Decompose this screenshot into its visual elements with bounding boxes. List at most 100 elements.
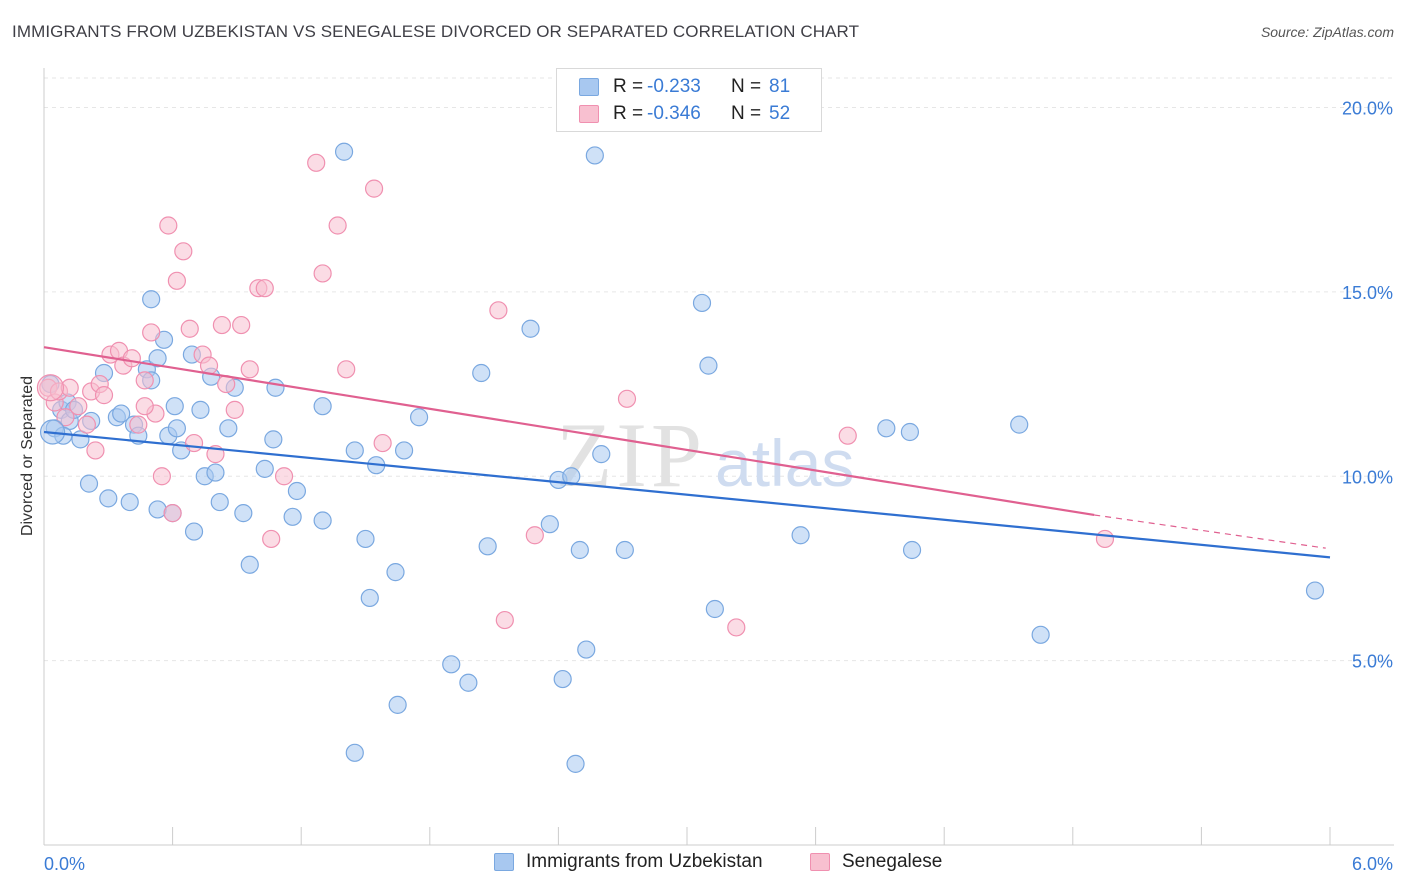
point-senegalese [232,315,251,335]
point-senegalese [255,279,274,298]
trend-line-uzbekistan [43,430,1331,559]
stats-legend: R = -0.233 N = 81 R = -0.346 N = 52 [556,68,822,132]
legend-row-uzbekistan: R = -0.233 N = 81 [579,74,790,100]
point-uzbekistan [540,515,559,534]
point-uzbekistan [592,445,611,464]
watermark-atlas: atlas [715,426,854,500]
y-tick-label: 20.0% [1342,99,1393,119]
y-axis-title: Divorced or Separated [19,376,36,536]
y-tick-labels: 5.0% 10.0% 15.0% 20.0% [1342,99,1393,672]
point-uzbekistan [345,743,364,762]
point-senegalese [142,323,161,342]
point-uzbekistan [1010,415,1029,434]
point-uzbekistan [699,356,718,375]
trend-lines [43,346,1331,559]
legend-r-value: -0.346 [647,103,701,124]
point-uzbekistan [478,537,497,556]
axes [43,68,1394,846]
point-uzbekistan [791,526,810,545]
point-senegalese [313,264,332,283]
point-senegalese [159,216,178,235]
point-uzbekistan [266,378,285,397]
legend-item-uzbekistan[interactable]: Immigrants from Uzbekistan [494,851,763,873]
point-senegalese [274,467,294,486]
point-senegalese [1095,529,1115,549]
point-senegalese [36,374,65,402]
point-senegalese [122,349,141,368]
point-senegalese [135,397,154,416]
point-uzbekistan [577,640,596,659]
point-uzbekistan [234,504,253,523]
point-uzbekistan [900,422,920,442]
point-uzbekistan [148,500,167,519]
point-uzbekistan [99,489,118,508]
point-uzbekistan [142,290,161,309]
point-uzbekistan [287,481,307,501]
point-uzbekistan [112,404,131,423]
trend-line-senegalese [43,346,1095,517]
point-uzbekistan [553,669,572,689]
point-uzbekistan [585,146,604,165]
point-uzbekistan [472,363,491,383]
legend-swatch-senegalese [579,105,599,123]
legend-r-label: R = [613,76,644,97]
point-uzbekistan [566,754,585,773]
point-senegalese [240,360,259,379]
legend-r-value: -0.233 [647,76,701,97]
point-uzbekistan [313,397,332,416]
point-senegalese [328,216,347,235]
point-uzbekistan [79,474,99,493]
point-senegalese [180,319,199,338]
point-senegalese [77,415,96,434]
legend-n-value: 81 [769,76,791,97]
point-uzbekistan [184,522,204,541]
point-senegalese [495,610,514,630]
legend-label-uzbekistan: Immigrants from Uzbekistan [526,851,763,872]
legend-swatch-uzbekistan [494,853,514,871]
point-senegalese [364,179,384,198]
point-senegalese [56,408,75,427]
legend-n-label: N = [731,103,762,124]
legend-swatch-uzbekistan [579,78,599,96]
point-uzbekistan [1305,581,1325,600]
point-uzbekistan [394,441,414,460]
point-senegalese [86,441,105,460]
point-uzbekistan [240,555,259,574]
point-uzbekistan [255,459,274,478]
point-uzbekistan [219,419,238,438]
trend-line-senegalese-extension [1094,514,1326,549]
point-uzbekistan [570,540,589,560]
point-uzbekistan [409,408,429,427]
point-uzbekistan [562,467,581,486]
point-uzbekistan [356,529,375,549]
point-senegalese [373,433,392,453]
point-uzbekistan [442,655,461,674]
point-senegalese [135,371,154,390]
legend-item-senegalese[interactable]: Senegalese [810,851,942,873]
data-points [36,142,1325,773]
point-senegalese [184,433,204,453]
y-tick-label: 15.0% [1342,283,1393,303]
chart-title: IMMIGRANTS FROM UZBEKISTAN VS SENEGALESE… [12,22,860,41]
point-senegalese [212,315,231,335]
y-tick-label: 5.0% [1352,652,1393,672]
source-label: Source: ZipAtlas.com [1260,24,1394,40]
y-tick-label: 10.0% [1342,467,1393,487]
point-uzbekistan [1031,625,1050,644]
legend-row-senegalese: R = -0.346 N = 52 [579,101,790,127]
legend-label-senegalese: Senegalese [842,851,943,872]
point-uzbekistan [264,430,283,449]
point-uzbekistan [705,599,724,619]
point-senegalese [838,426,857,445]
point-uzbekistan [360,588,379,608]
point-senegalese [129,415,148,434]
point-uzbekistan [877,419,896,438]
x-tick-label: 6.0% [1352,854,1393,874]
point-senegalese [489,301,508,320]
x-tick-label: 0.0% [44,854,85,874]
watermark-zip: ZIP [556,404,706,506]
legend-n-label: N = [731,76,762,97]
point-senegalese [525,526,544,545]
point-uzbekistan [615,540,634,560]
